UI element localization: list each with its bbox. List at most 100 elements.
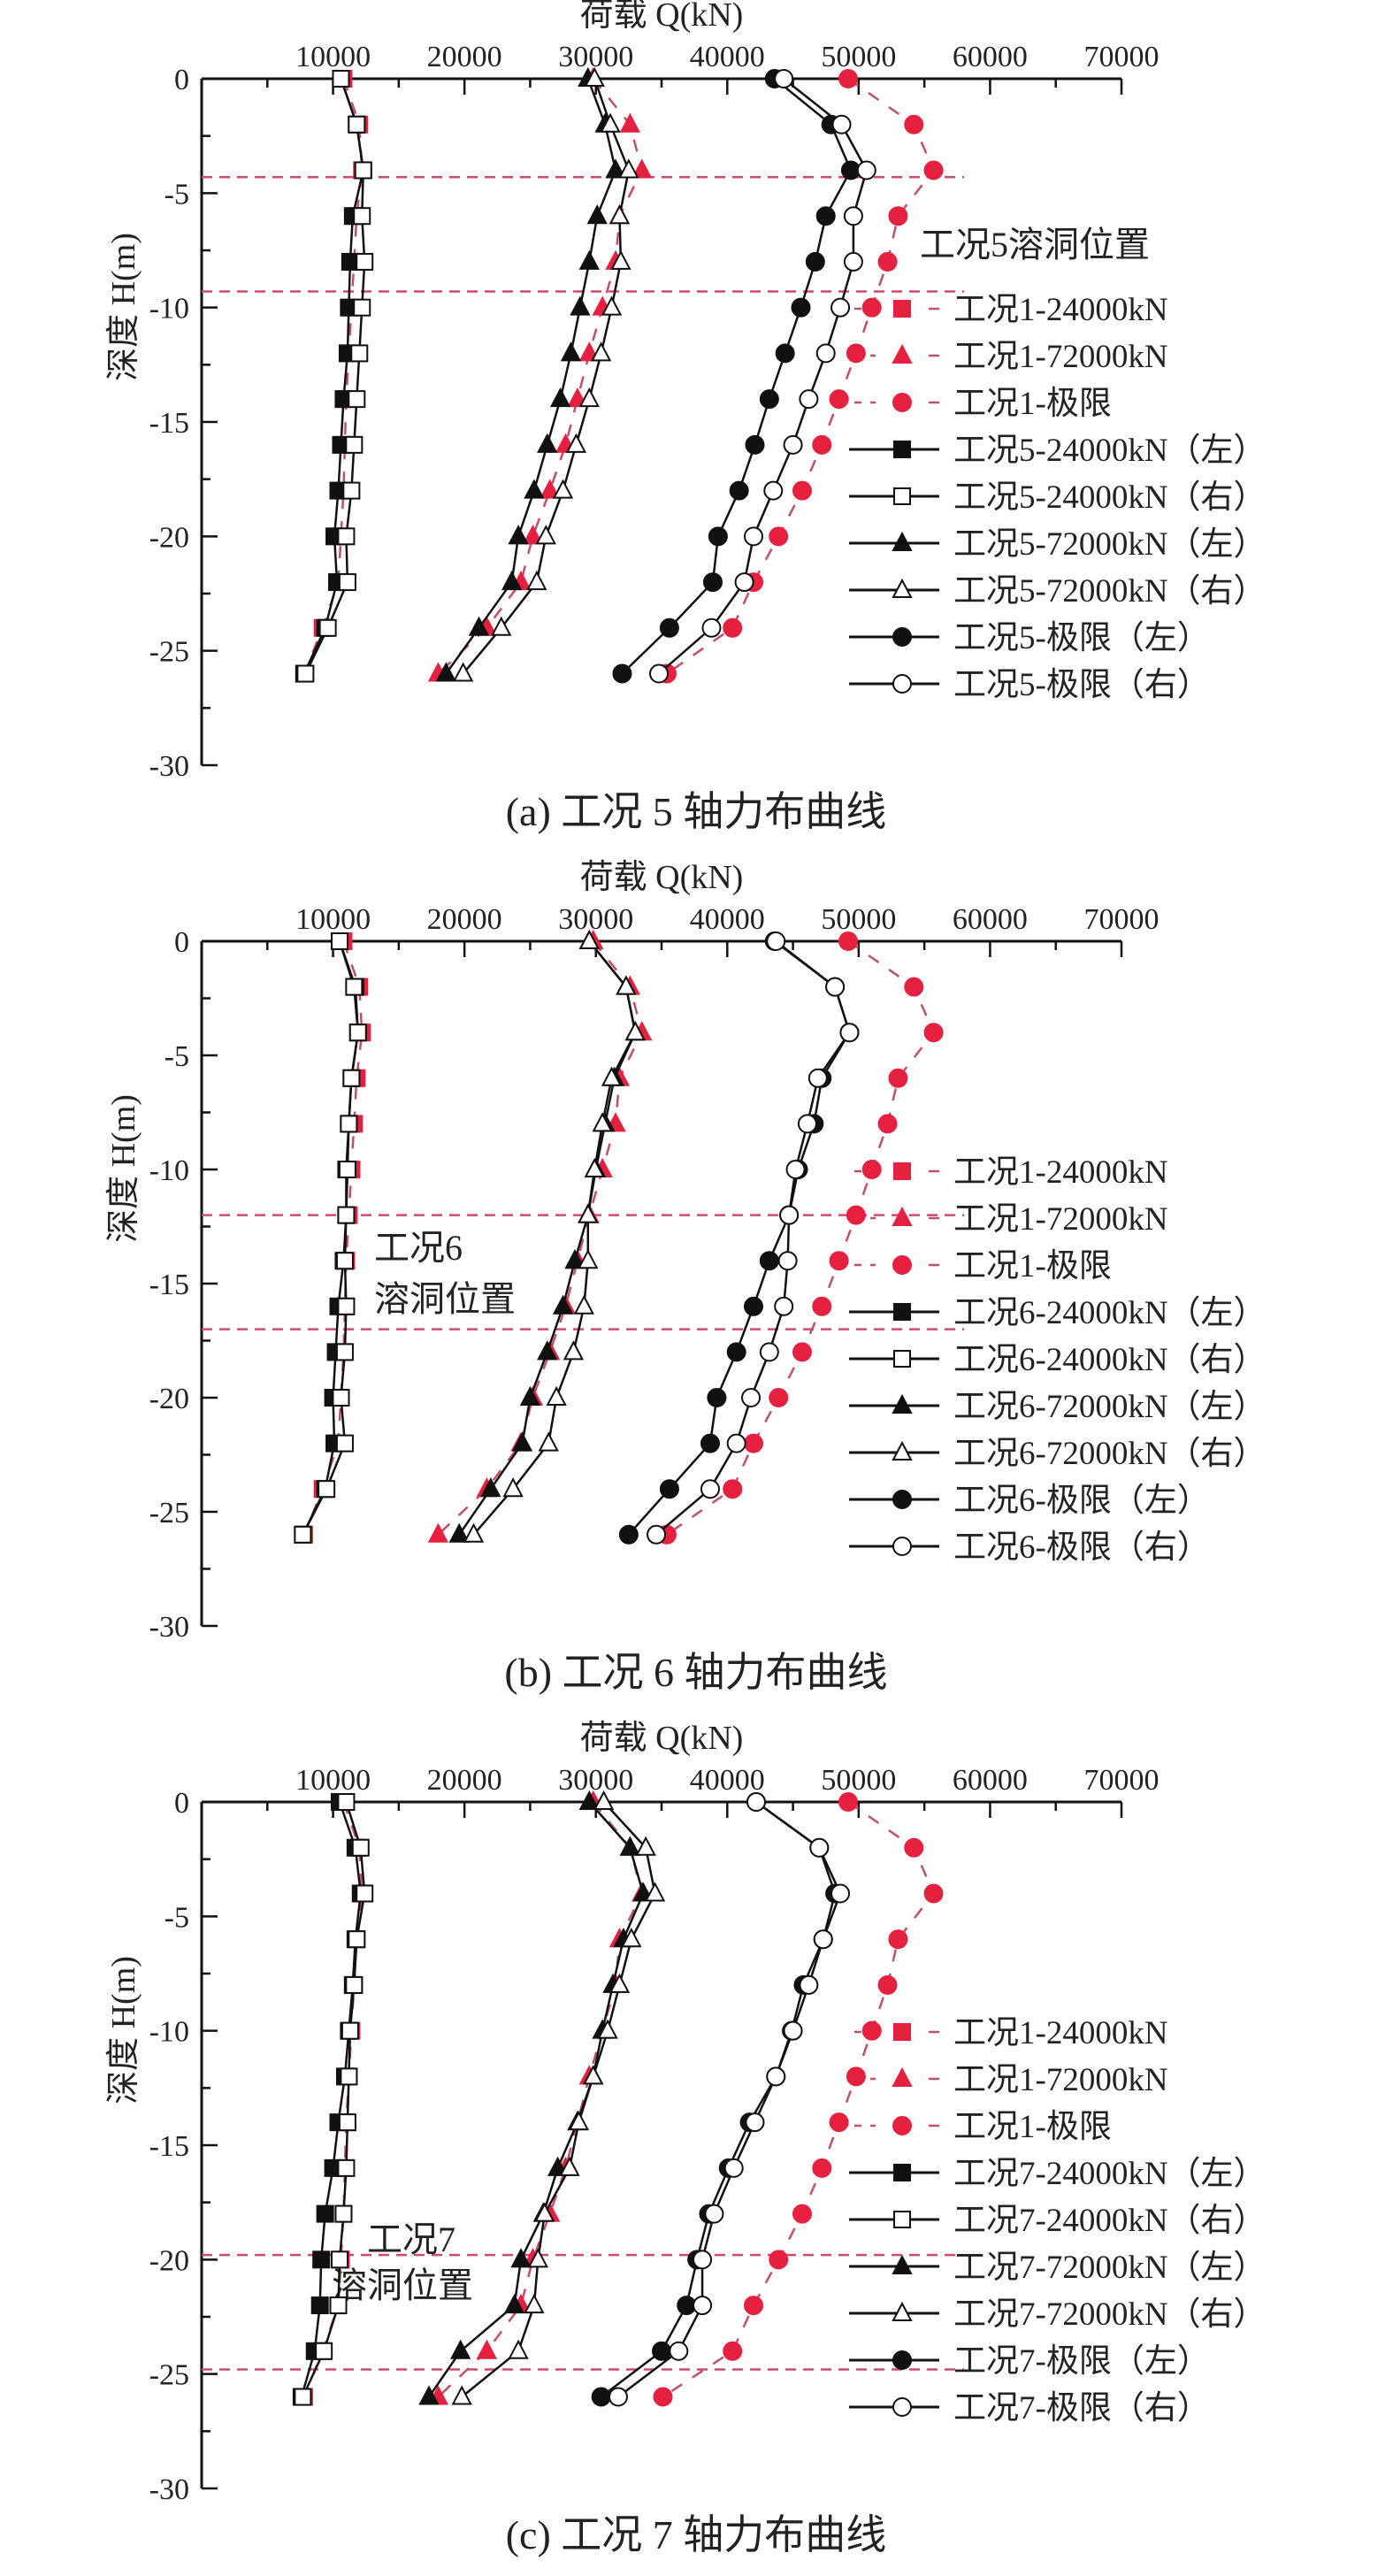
legend-entry: 工况1-极限 <box>854 386 1112 422</box>
data-point-circle <box>774 1296 794 1316</box>
series-5 <box>296 70 374 683</box>
data-point-triangle <box>519 1385 541 1406</box>
legend-label: 工况6-24000kN（左） <box>953 1295 1267 1331</box>
data-point-circle <box>701 617 722 638</box>
x-tick-label: 40000 <box>690 1764 765 1797</box>
data-point-square <box>353 207 371 226</box>
cavity-label: 溶洞位置 <box>332 2266 473 2305</box>
legend-label: 工况5-极限（右） <box>953 667 1210 703</box>
data-point-circle <box>766 2066 786 2087</box>
data-point-circle <box>904 1837 924 1858</box>
cavity-label: 工况6 <box>374 1228 463 1268</box>
x-tick-label: 30000 <box>558 41 633 73</box>
data-point-triangle <box>624 1021 646 1041</box>
y-axis-title: 深度 H(m) <box>105 1956 142 2104</box>
data-point-triangle <box>584 1157 605 1177</box>
legend-entry: 工况1-极限 <box>854 1248 1112 1284</box>
data-point-triangle <box>563 1340 585 1361</box>
data-point-square <box>348 1024 367 1042</box>
data-point-square <box>332 70 350 88</box>
data-point-circle <box>838 932 858 951</box>
data-point-circle <box>923 1023 944 1043</box>
legend-entry: 工况7-24000kN（右） <box>849 2203 1267 2239</box>
x-axis-title: 荷载 Q(kN) <box>580 0 744 34</box>
data-point-triangle <box>435 662 456 682</box>
data-point-circle <box>831 114 852 134</box>
data-point-circle <box>812 1296 832 1316</box>
data-point-triangle <box>535 525 556 545</box>
data-point-circle <box>734 572 754 593</box>
data-point-circle <box>769 2250 789 2270</box>
series-7 <box>451 1790 666 2405</box>
data-point-triangle <box>635 1836 656 1856</box>
data-point-circle <box>812 2158 832 2178</box>
data-point-triangle <box>601 295 623 316</box>
data-point-circle <box>807 1068 828 1088</box>
y-tick-label: -20 <box>149 1383 189 1415</box>
legend-label: 工况6-极限（右） <box>953 1530 1210 1566</box>
legend-marker-circle <box>892 2397 912 2417</box>
data-point-circle <box>799 1974 819 1995</box>
data-point-triangle <box>608 204 631 225</box>
data-point-circle <box>726 1433 746 1453</box>
data-point-circle <box>877 251 898 272</box>
legend-entry: 工况6-极限（左） <box>849 1483 1210 1519</box>
data-point-triangle <box>508 525 529 545</box>
data-point-triangle <box>540 479 561 499</box>
data-point-circle <box>702 572 723 593</box>
data-point-circle <box>888 1929 908 1950</box>
series-3 <box>656 932 944 1545</box>
y-tick-label: 0 <box>174 926 189 959</box>
data-point-circle <box>744 1433 763 1453</box>
legend-entry: 工况5-24000kN（右） <box>849 479 1267 516</box>
data-point-triangle <box>503 2293 525 2314</box>
legend-entry: 工况5-极限（右） <box>849 667 1210 703</box>
legend-marker-triangle <box>892 578 913 598</box>
data-point-circle <box>779 1205 800 1225</box>
data-point-triangle <box>537 1340 558 1361</box>
data-point-triangle <box>578 249 600 270</box>
series-3 <box>653 1792 944 2407</box>
data-point-circle <box>669 2341 689 2361</box>
legend-entry: 工况1-72000kN <box>854 1201 1168 1238</box>
legend-label: 工况7-极限（左） <box>953 2343 1210 2380</box>
data-point-triangle <box>592 1112 613 1132</box>
data-point-circle <box>792 1342 812 1362</box>
legend-marker-circle <box>892 393 912 412</box>
data-point-circle <box>591 2387 611 2407</box>
data-point-square <box>329 2296 348 2315</box>
data-point-triangle <box>526 570 547 591</box>
legend-label: 工况5-24000kN（左） <box>953 433 1267 469</box>
data-point-square <box>316 2204 334 2223</box>
data-point-circle <box>815 206 836 226</box>
data-point-circle <box>746 1792 766 1812</box>
data-point-triangle <box>527 2248 548 2268</box>
data-point-square <box>331 2250 348 2269</box>
series-7 <box>453 66 639 682</box>
legend-label: 工况7-24000kN（右） <box>953 2203 1267 2239</box>
data-point-circle <box>723 617 743 638</box>
data-point-triangle <box>476 2339 498 2359</box>
x-tick-label: 40000 <box>690 41 765 73</box>
data-point-circle <box>923 160 944 180</box>
data-point-square <box>337 527 356 546</box>
data-point-circle <box>792 480 812 501</box>
x-axis-title: 荷载 Q(kN) <box>580 1720 744 1757</box>
legend-marker-square <box>893 487 911 505</box>
data-point-triangle <box>619 112 640 133</box>
legend-entry: 工况5-24000kN（左） <box>849 433 1267 469</box>
data-point-square <box>318 1480 336 1499</box>
y-tick-label: -25 <box>149 636 189 669</box>
data-point-triangle <box>510 2248 532 2268</box>
legend-label: 工况5-72000kN（右） <box>953 573 1267 610</box>
data-point-circle <box>647 1524 667 1545</box>
data-point-triangle <box>418 2385 440 2405</box>
legend-marker-triangle <box>892 1206 913 1226</box>
y-tick-label: -15 <box>149 2130 189 2163</box>
data-point-square <box>335 1434 354 1453</box>
data-point-triangle <box>578 1203 599 1223</box>
data-point-circle <box>813 1929 833 1950</box>
data-point-circle <box>799 389 819 410</box>
legend-label: 工况1-极限 <box>953 2109 1112 2145</box>
data-point-triangle <box>448 1522 470 1543</box>
